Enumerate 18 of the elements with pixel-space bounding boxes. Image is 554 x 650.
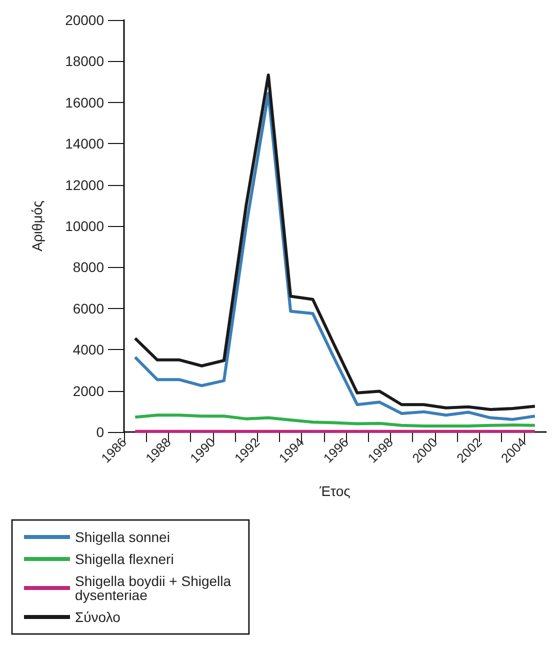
line-series (134, 414, 536, 428)
legend-label: Shigella flexneri (75, 551, 174, 567)
y-tick-label: 16000 (65, 94, 104, 110)
legend-label: Shigella boydii + Shigella dysenteriae (75, 573, 235, 603)
y-tick-label: 2000 (72, 382, 104, 399)
y-tick-label: 18000 (65, 53, 104, 70)
legend-label: Σύνολο (75, 609, 121, 625)
y-tick-label: 10000 (65, 218, 104, 234)
y-tick-label: 6000 (72, 300, 104, 316)
y-axis-title: Αριθμός (29, 200, 45, 252)
y-tick-label: 20000 (65, 12, 104, 28)
y-tick-label: 12000 (65, 176, 104, 193)
y-tick-label: 0 (96, 424, 104, 440)
y-tick-label: 4000 (72, 342, 104, 358)
y-tick-label: 8000 (72, 259, 104, 276)
legend-label: Shigella sonnei (75, 529, 170, 545)
x-axis-title: Έτος (318, 483, 351, 499)
y-tick-label: 14000 (65, 136, 104, 152)
